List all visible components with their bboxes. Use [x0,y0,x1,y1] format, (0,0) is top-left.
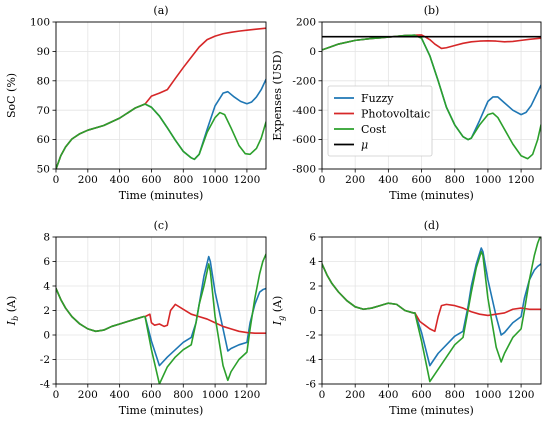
y-tick-label: 100 [30,17,50,29]
y-axis-label-d: Ig (A) [271,296,286,327]
y-tick-label: 60 [37,134,50,146]
y-tick-label: 80 [37,75,50,87]
series-line-cost-c [56,253,266,384]
series-line-cost-b [322,34,541,160]
y-tick-label: 2 [43,305,50,317]
y-tick-label: 200 [296,17,316,29]
grid-c [55,236,266,385]
y-tick-label: 6 [309,232,316,244]
legend: Fuzzy Photovoltaic Cost μ [327,85,433,157]
y-tick-label: 4 [309,256,316,268]
y-axis-label-a: SoC (%) [5,73,18,118]
y-tick-label: 90 [37,46,50,58]
x-axis-label-c: Time (minutes) [119,404,204,417]
x-tick-label: 1000 [202,174,229,186]
x-tick-label: 1000 [475,174,502,186]
x-tick-label: 1200 [234,174,261,186]
x-tick-label: 600 [141,174,161,186]
x-tick-label: 800 [445,389,465,401]
x-tick-label: 600 [412,174,432,186]
y-tick-label: 0 [43,330,50,342]
panel-title-b: (b) [424,4,440,17]
y-tick-label: -600 [292,134,316,146]
x-tick-label: 1000 [202,389,229,401]
series-group-c [56,253,266,384]
series-group-d [322,237,541,383]
y-tick-label: 70 [37,105,50,117]
series-line-cost-d [322,237,541,383]
legend-label: Cost [361,123,387,136]
x-tick-label: 400 [378,389,398,401]
panel-c: 0 200 400 600 800 1000 1200 -4 -2 0 2 4 6 8 (c) Time (m… [5,219,267,417]
x-tick-label: 400 [110,389,130,401]
series-group-a [56,27,266,169]
y-axis-label-c: Ib (A) [5,296,20,327]
x-tick-label: 0 [319,389,326,401]
x-tick-label: 200 [78,389,98,401]
series-line-cost-a [56,103,266,169]
y-tick-label: 0 [309,46,316,58]
x-tick-label: 200 [345,174,365,186]
plot-frame-a [55,21,267,170]
legend-label: Fuzzy [361,92,394,105]
y-axis-label-b: Expenses (USD) [271,50,284,140]
series-group-b [322,34,541,160]
legend-box [327,85,433,157]
panel-title-c: (c) [154,219,169,232]
y-tick-label: -4 [40,379,51,391]
y-tick-label: 50 [37,164,50,176]
x-tick-label: 1000 [475,389,502,401]
x-axis-label-b: Time (minutes) [389,189,474,202]
panel-b: 0 200 400 600 800 1000 1200 -800 -600 -400 -200 0 20… [271,4,542,202]
x-tick-label: 400 [378,174,398,186]
y-tick-label: -2 [306,330,316,342]
y-tick-label: 2 [309,281,316,293]
y-tick-label: 6 [43,256,50,268]
y-tick-label: -2 [40,354,50,366]
x-tick-label: 1200 [234,389,261,401]
x-tick-label: 200 [78,174,98,186]
x-tick-label: 0 [53,389,60,401]
x-tick-label: 0 [319,174,326,186]
x-tick-label: 800 [173,389,193,401]
panel-a: 0 200 400 600 800 1000 1200 50 60 70 80 90 100 (a) Tim… [5,4,267,202]
legend-label: Photovoltaic [361,108,430,121]
legend-label: μ [361,139,368,152]
y-tick-label: -200 [292,75,316,87]
y-tick-label: -400 [292,105,316,117]
y-tick-label: -4 [306,354,317,366]
x-tick-label: 600 [141,389,161,401]
plot-frame-b [321,21,542,170]
x-tick-label: 800 [173,174,193,186]
x-axis-label-d: Time (minutes) [389,404,474,417]
x-axis-label-a: Time (minutes) [119,189,204,202]
y-tick-label: 0 [309,305,316,317]
y-tick-label: -800 [292,164,316,176]
x-tick-label: 400 [110,174,130,186]
x-tick-label: 1200 [508,174,535,186]
x-tick-label: 200 [345,389,365,401]
x-tick-label: 1200 [508,389,535,401]
x-tick-label: 800 [445,174,465,186]
y-tick-label: -6 [306,379,317,391]
y-tick-label: 4 [43,281,50,293]
x-tick-label: 0 [53,174,60,186]
y-tick-label: 8 [43,232,50,244]
grid-a [55,21,266,170]
panel-d: 0 200 400 600 800 1000 1200 -6 -4 -2 0 2 4 6 (d) Time (… [271,219,542,417]
panel-title-d: (d) [424,219,440,232]
panel-title-a: (a) [153,4,168,17]
x-tick-label: 600 [412,389,432,401]
